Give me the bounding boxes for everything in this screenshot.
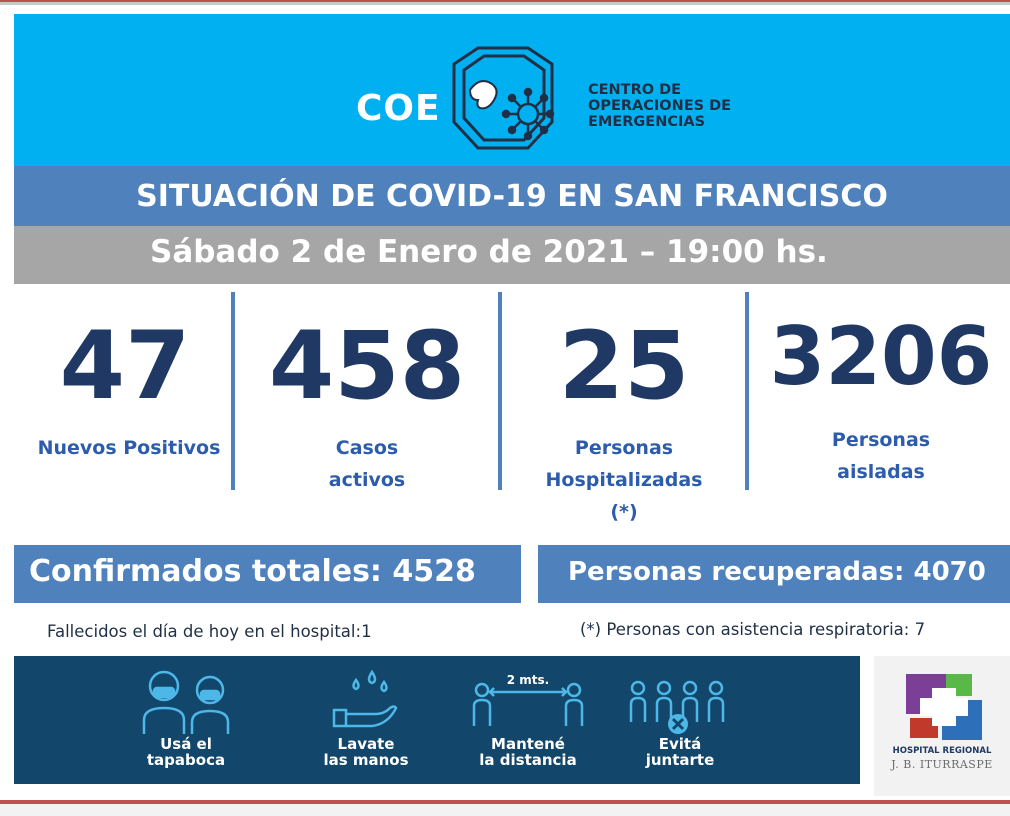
stat-divider [231,292,235,490]
title-bar: SITUACIÓN DE COVID-19 EN SAN FRANCISCO [14,166,1010,226]
personas-recuperadas: Personas recuperadas: 4070 [568,557,986,587]
tip-evita-juntarte: Evitá juntarte [600,656,760,784]
confirmados-totales-box: Confirmados totales: 4528 [14,545,521,603]
hospital-name: HOSPITAL REGIONAL [892,746,992,756]
tip-distancia: 2 mts. Mantené la distancia [448,656,608,784]
hospital-subname: J. B. ITURRASPE [891,758,993,771]
prevention-banner: Usá el tapaboca Lavate las manos [14,656,860,784]
footer-line [0,800,1010,804]
virus-shield-icon [452,46,555,150]
footer-strip [0,804,1010,816]
asistencia-note: (*) Personas con asistencia respiratoria… [580,620,926,639]
no-groups-icon [629,680,725,734]
stat-label-hospitalizadas: Personas Hospitalizadas (*) [545,437,703,523]
hospital-cross-icon [906,674,982,740]
tip-label-distancia: Mantené la distancia [479,735,577,769]
distance-icon: 2 mts. [472,673,584,726]
stat-label-aisladas: Personas aisladas [831,429,931,483]
coe-line-2: OPERACIONES DE [588,98,732,114]
tip-label-evita-juntarte: Evitá juntarte [645,735,715,769]
coe-logo-text: COE [356,88,441,129]
tip-tapaboca: Usá el tapaboca [106,656,266,784]
stat-value-casos-activos: 458 [268,312,466,421]
stat-value-aisladas: 3206 [769,310,993,403]
page-title: SITUACIÓN DE COVID-19 EN SAN FRANCISCO [136,178,888,214]
stat-value-hospitalizadas: 25 [558,312,690,421]
mask-people-icon [142,670,230,734]
distance-value: 2 mts. [507,673,549,687]
stat-divider [745,292,749,490]
date-bar: Sábado 2 de Enero de 2021 – 19:00 hs. [14,226,1010,284]
coe-line-3: EMERGENCIAS [588,114,706,130]
coe-logo: COE CENTRO DE OPERACIONES DE EMER [352,44,772,154]
tip-label-tapaboca: Usá el tapaboca [146,735,226,769]
report-date: Sábado 2 de Enero de 2021 – 19:00 hs. [150,234,828,270]
tip-label-lavate-manos: Lavate las manos [323,735,409,769]
coe-full-name: CENTRO DE OPERACIONES DE EMERGENCIAS [588,82,731,130]
handwash-icon [332,669,398,728]
stat-value-nuevos-positivos: 47 [59,312,191,421]
fallecidos-note: Fallecidos el día de hoy en el hospital:… [47,622,372,641]
stat-divider [498,292,502,490]
personas-recuperadas-box: Personas recuperadas: 4070 [538,545,1010,603]
confirmados-totales: Confirmados totales: 4528 [29,554,476,589]
hospital-logo: HOSPITAL REGIONAL J. B. ITURRASPE [874,656,1010,796]
top-border [0,0,1010,5]
stat-label-nuevos-positivos: Nuevos Positivos [37,437,221,459]
coe-line-1: CENTRO DE [588,82,682,98]
header-banner: COE CENTRO DE OPERACIONES DE EMER [14,14,1010,166]
stat-label-casos-activos: Casos activos [328,437,406,491]
tip-lavate-manos: Lavate las manos [286,656,446,784]
